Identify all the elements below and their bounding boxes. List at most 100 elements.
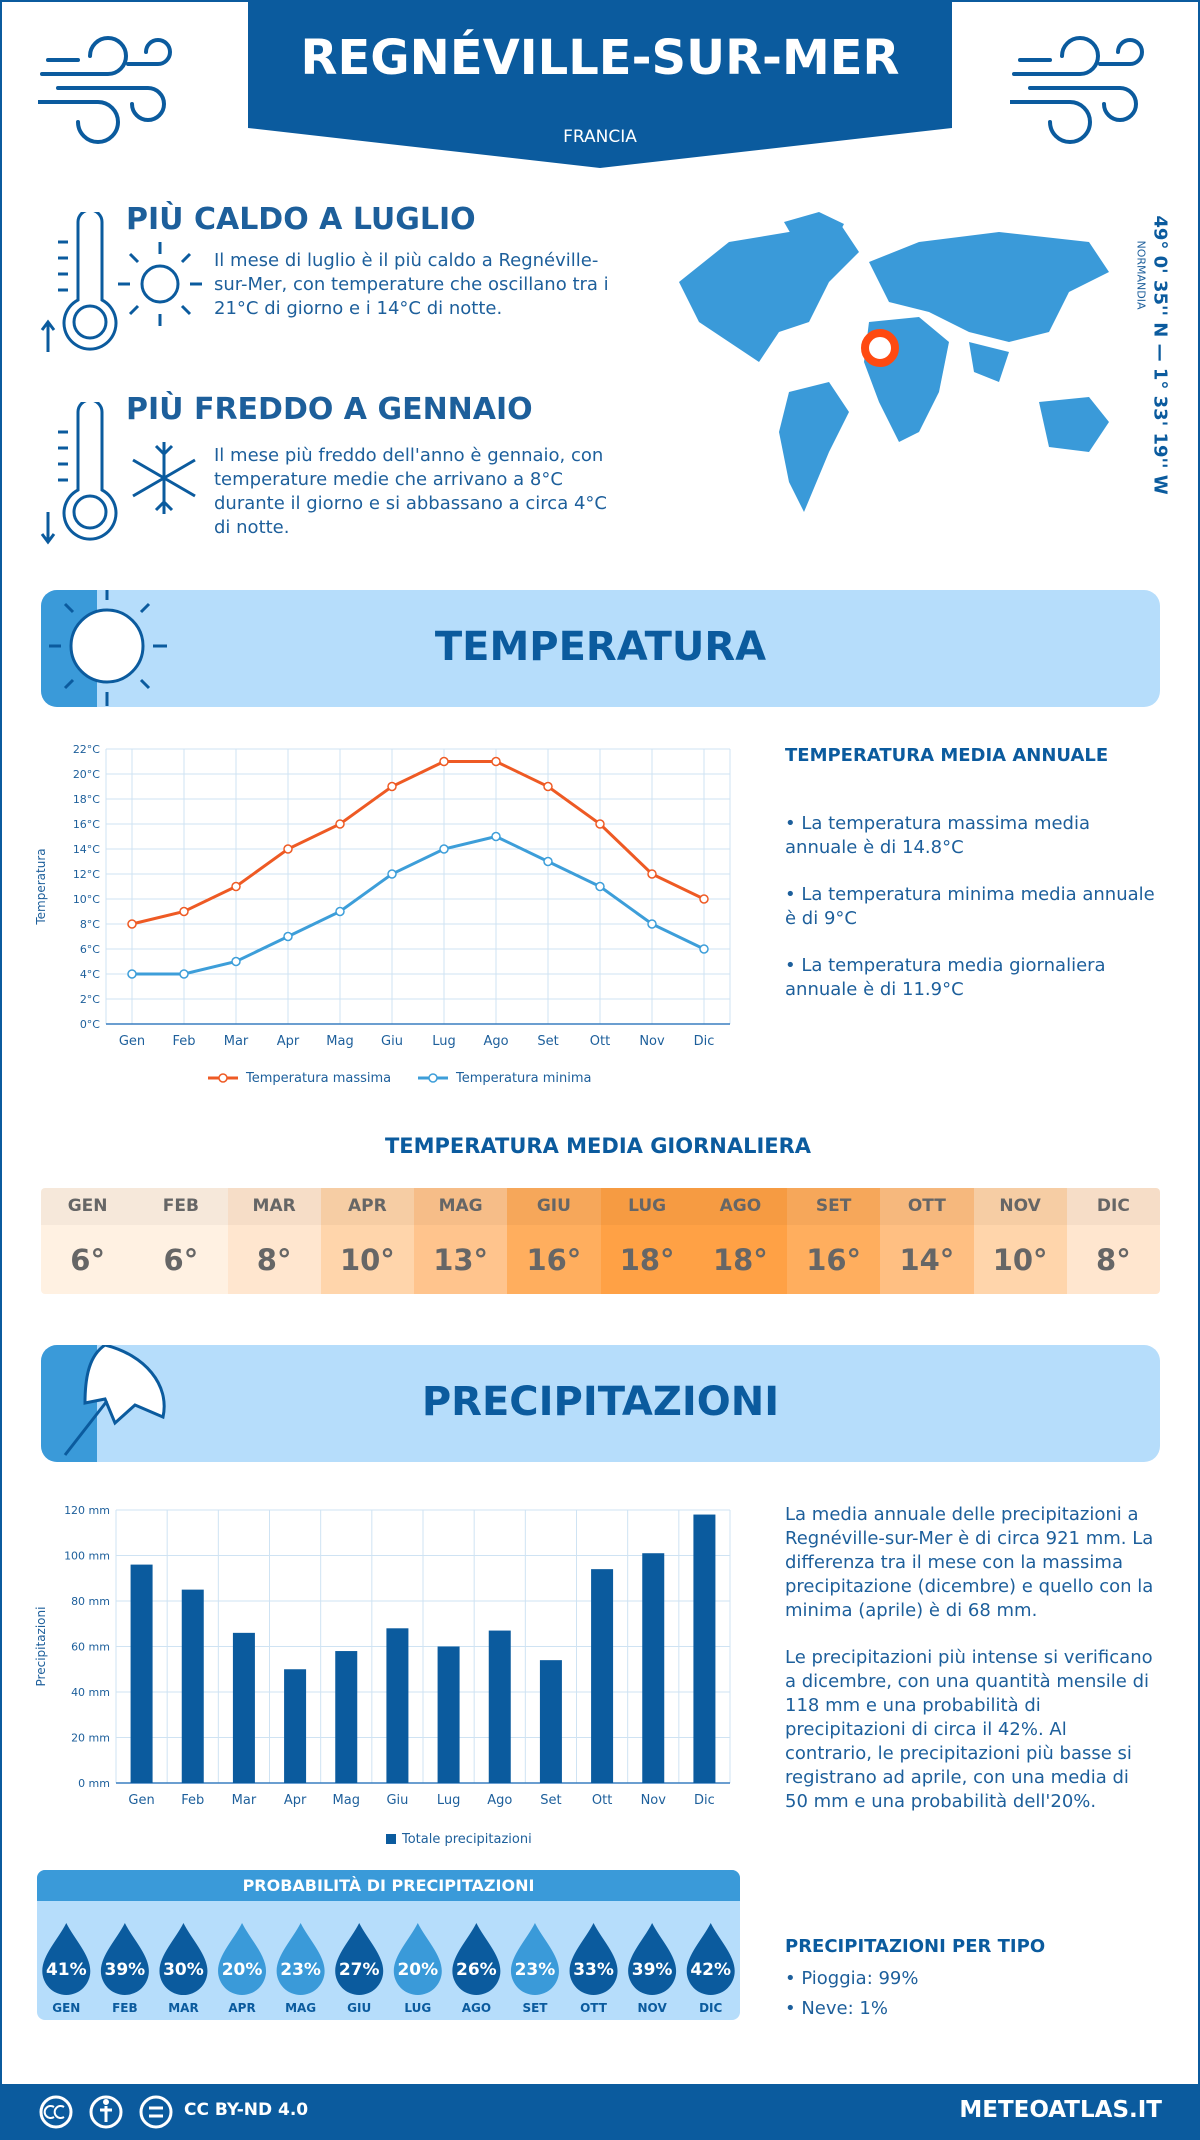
y-tick-label: 20°C	[73, 768, 100, 781]
point	[491, 756, 501, 767]
hot-text: Il mese di luglio è il più caldo a Regné…	[214, 250, 609, 319]
daily-value: 18°	[712, 1242, 768, 1277]
header-banner	[248, 0, 952, 168]
point	[699, 894, 709, 904]
point	[387, 781, 397, 792]
daily-value: 18°	[619, 1242, 675, 1277]
point	[647, 919, 657, 929]
drop-value: 27%	[339, 1960, 380, 1980]
x-tick-label: Set	[537, 1034, 558, 1049]
legend-swatch	[218, 1073, 228, 1083]
temperature-bullet: • La temperatura massima media annuale è…	[785, 813, 1091, 858]
cold-text: Il mese più freddo dell'anno è gennaio, …	[214, 445, 607, 538]
location-marker	[861, 329, 899, 367]
x-tick-label: Ago	[483, 1034, 508, 1049]
daily-column: MAG 13°	[414, 1188, 508, 1294]
sun-icon	[49, 590, 167, 706]
y-tick-label: 14°C	[73, 843, 100, 856]
point	[439, 844, 449, 854]
x-tick-label: Apr	[277, 1034, 300, 1049]
line-series	[131, 760, 705, 926]
daily-column: MAR 8°	[227, 1188, 321, 1294]
drop-month: OTT	[580, 2001, 608, 2015]
bar	[488, 1630, 511, 1783]
daily-value: 16°	[806, 1242, 862, 1277]
point	[231, 881, 241, 892]
temperature-banner: TEMPERATURA	[41, 590, 1160, 707]
daily-table: GEN 6° FEB 6° MAR 8° APR 10° MAG 13° GIU 16° LUG 18° A…	[41, 1188, 1160, 1294]
x-tick-label: Apr	[284, 1793, 307, 1808]
drop-value: 23%	[515, 1960, 556, 1980]
drop-month: MAG	[285, 2001, 316, 2015]
x-tick-label: Feb	[172, 1034, 195, 1049]
y-tick-label: 22°C	[73, 743, 100, 756]
drop-value: 26%	[456, 1960, 497, 1980]
site[interactable]: METEOATLAS.IT	[959, 2097, 1162, 2123]
probability-title: PROBABILITÀ DI PRECIPITAZIONI	[37, 1870, 740, 1901]
precipitation-paragraph: La media annuale delle precipitazioni a …	[785, 1504, 1154, 1621]
y-axis-label: Temperatura	[34, 848, 48, 925]
y-tick-label: 120 mm	[64, 1504, 110, 1517]
bar	[181, 1589, 204, 1783]
daily-value: 6°	[70, 1242, 105, 1277]
bar	[642, 1553, 665, 1783]
drop	[218, 1923, 267, 1995]
daily-month: MAG	[414, 1188, 507, 1225]
x-tick-label: Feb	[181, 1793, 204, 1808]
daily-month: GEN	[41, 1188, 134, 1225]
bar	[335, 1651, 358, 1783]
license-icons	[39, 2095, 173, 2129]
x-tick-label: Ott	[592, 1793, 612, 1808]
y-tick-label: 100 mm	[64, 1550, 110, 1563]
point	[491, 831, 501, 842]
footer: CC BY-ND 4.0 METEOATLAS.IT	[0, 2084, 1200, 2140]
types-title: PRECIPITAZIONI PER TIPO	[785, 1936, 1046, 1957]
bar	[232, 1632, 255, 1783]
y-tick-label: 18°C	[73, 793, 100, 806]
point	[231, 956, 241, 967]
bar	[539, 1660, 562, 1783]
drop-month: MAR	[168, 2001, 198, 2015]
x-tick-label: Mar	[232, 1793, 257, 1808]
drop	[335, 1923, 384, 1995]
x-tick-label: Lug	[432, 1034, 456, 1049]
line-series	[132, 834, 705, 976]
drop-month: GEN	[52, 2001, 80, 2015]
point	[283, 844, 293, 854]
temperature-bullet: • La temperatura minima media annuale è …	[785, 884, 1155, 929]
drop	[276, 1923, 325, 1995]
point	[595, 881, 605, 892]
drop	[628, 1923, 677, 1995]
x-tick-label: Dic	[694, 1034, 715, 1049]
daily-month: OTT	[880, 1188, 973, 1225]
x-tick-label: Ott	[590, 1034, 610, 1049]
drop-month: AGO	[462, 2001, 491, 2015]
x-tick-label: Nov	[639, 1034, 665, 1049]
x-tick-label: Set	[540, 1793, 561, 1808]
bar	[130, 1564, 153, 1783]
drop-value: 33%	[573, 1960, 614, 1980]
y-tick-label: 2°C	[80, 993, 100, 1006]
drop	[510, 1923, 559, 1995]
legend-label: Totale precipitazioni	[401, 1832, 532, 1847]
drop-value: 20%	[397, 1960, 438, 1980]
daily-month: NOV	[974, 1188, 1067, 1225]
drop-month: SET	[522, 2001, 548, 2015]
daily-column: AGO 18°	[693, 1188, 787, 1294]
point	[179, 969, 189, 979]
drop	[686, 1923, 735, 1995]
y-tick-label: 6°C	[80, 943, 100, 956]
legend-label: Temperatura massima	[245, 1071, 391, 1086]
daily-month: LUG	[601, 1188, 694, 1225]
daily-month: AGO	[694, 1188, 787, 1225]
drop-month: APR	[228, 2001, 255, 2015]
cold-title: PIÙ FREDDO A GENNAIO	[126, 392, 533, 427]
world-map	[679, 212, 1109, 512]
precip-type: • Neve: 1%	[785, 1998, 888, 2019]
x-tick-label: Ago	[487, 1793, 512, 1808]
drop-value: 20%	[222, 1960, 263, 1980]
license: CC BY-ND 4.0	[184, 2100, 309, 2120]
x-tick-label: Gen	[128, 1793, 154, 1808]
x-tick-label: Gen	[119, 1034, 145, 1049]
